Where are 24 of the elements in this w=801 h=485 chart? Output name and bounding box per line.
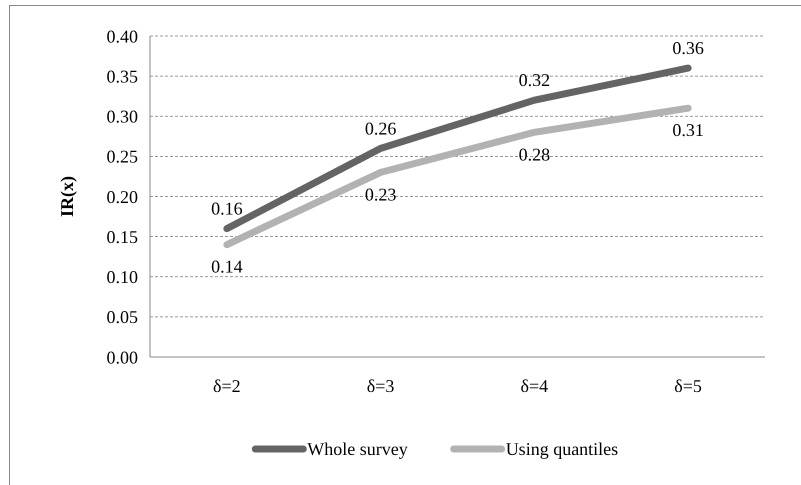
- data-label: 0.31: [672, 120, 704, 140]
- x-tick-label: δ=3: [366, 376, 394, 396]
- y-tick-label: 0.35: [106, 66, 138, 86]
- y-tick-label: 0.20: [106, 186, 138, 207]
- y-tick-label: 0.10: [106, 267, 138, 288]
- data-label: 0.36: [672, 38, 704, 58]
- legend-label: Whole survey: [307, 439, 408, 459]
- x-tick-label: δ=5: [674, 376, 702, 396]
- x-tick-label: δ=4: [520, 376, 548, 396]
- x-tick-label: δ=2: [213, 376, 241, 396]
- y-tick-label: 0.25: [106, 146, 138, 167]
- data-label: 0.14: [211, 256, 243, 277]
- y-tick-label: 0.30: [106, 106, 138, 127]
- data-label: 0.23: [364, 184, 396, 204]
- data-label: 0.26: [364, 118, 396, 138]
- data-label: 0.32: [518, 70, 550, 90]
- legend-label: Using quantiles: [506, 439, 618, 459]
- data-label: 0.16: [211, 198, 243, 219]
- y-tick-label: 0.00: [106, 347, 138, 368]
- y-tick-label: 0.05: [106, 307, 138, 328]
- y-tick-label: 0.40: [106, 26, 138, 46]
- data-label: 0.28: [518, 144, 550, 164]
- y-axis-title: IR(x): [57, 176, 77, 217]
- y-tick-label: 0.15: [106, 226, 138, 247]
